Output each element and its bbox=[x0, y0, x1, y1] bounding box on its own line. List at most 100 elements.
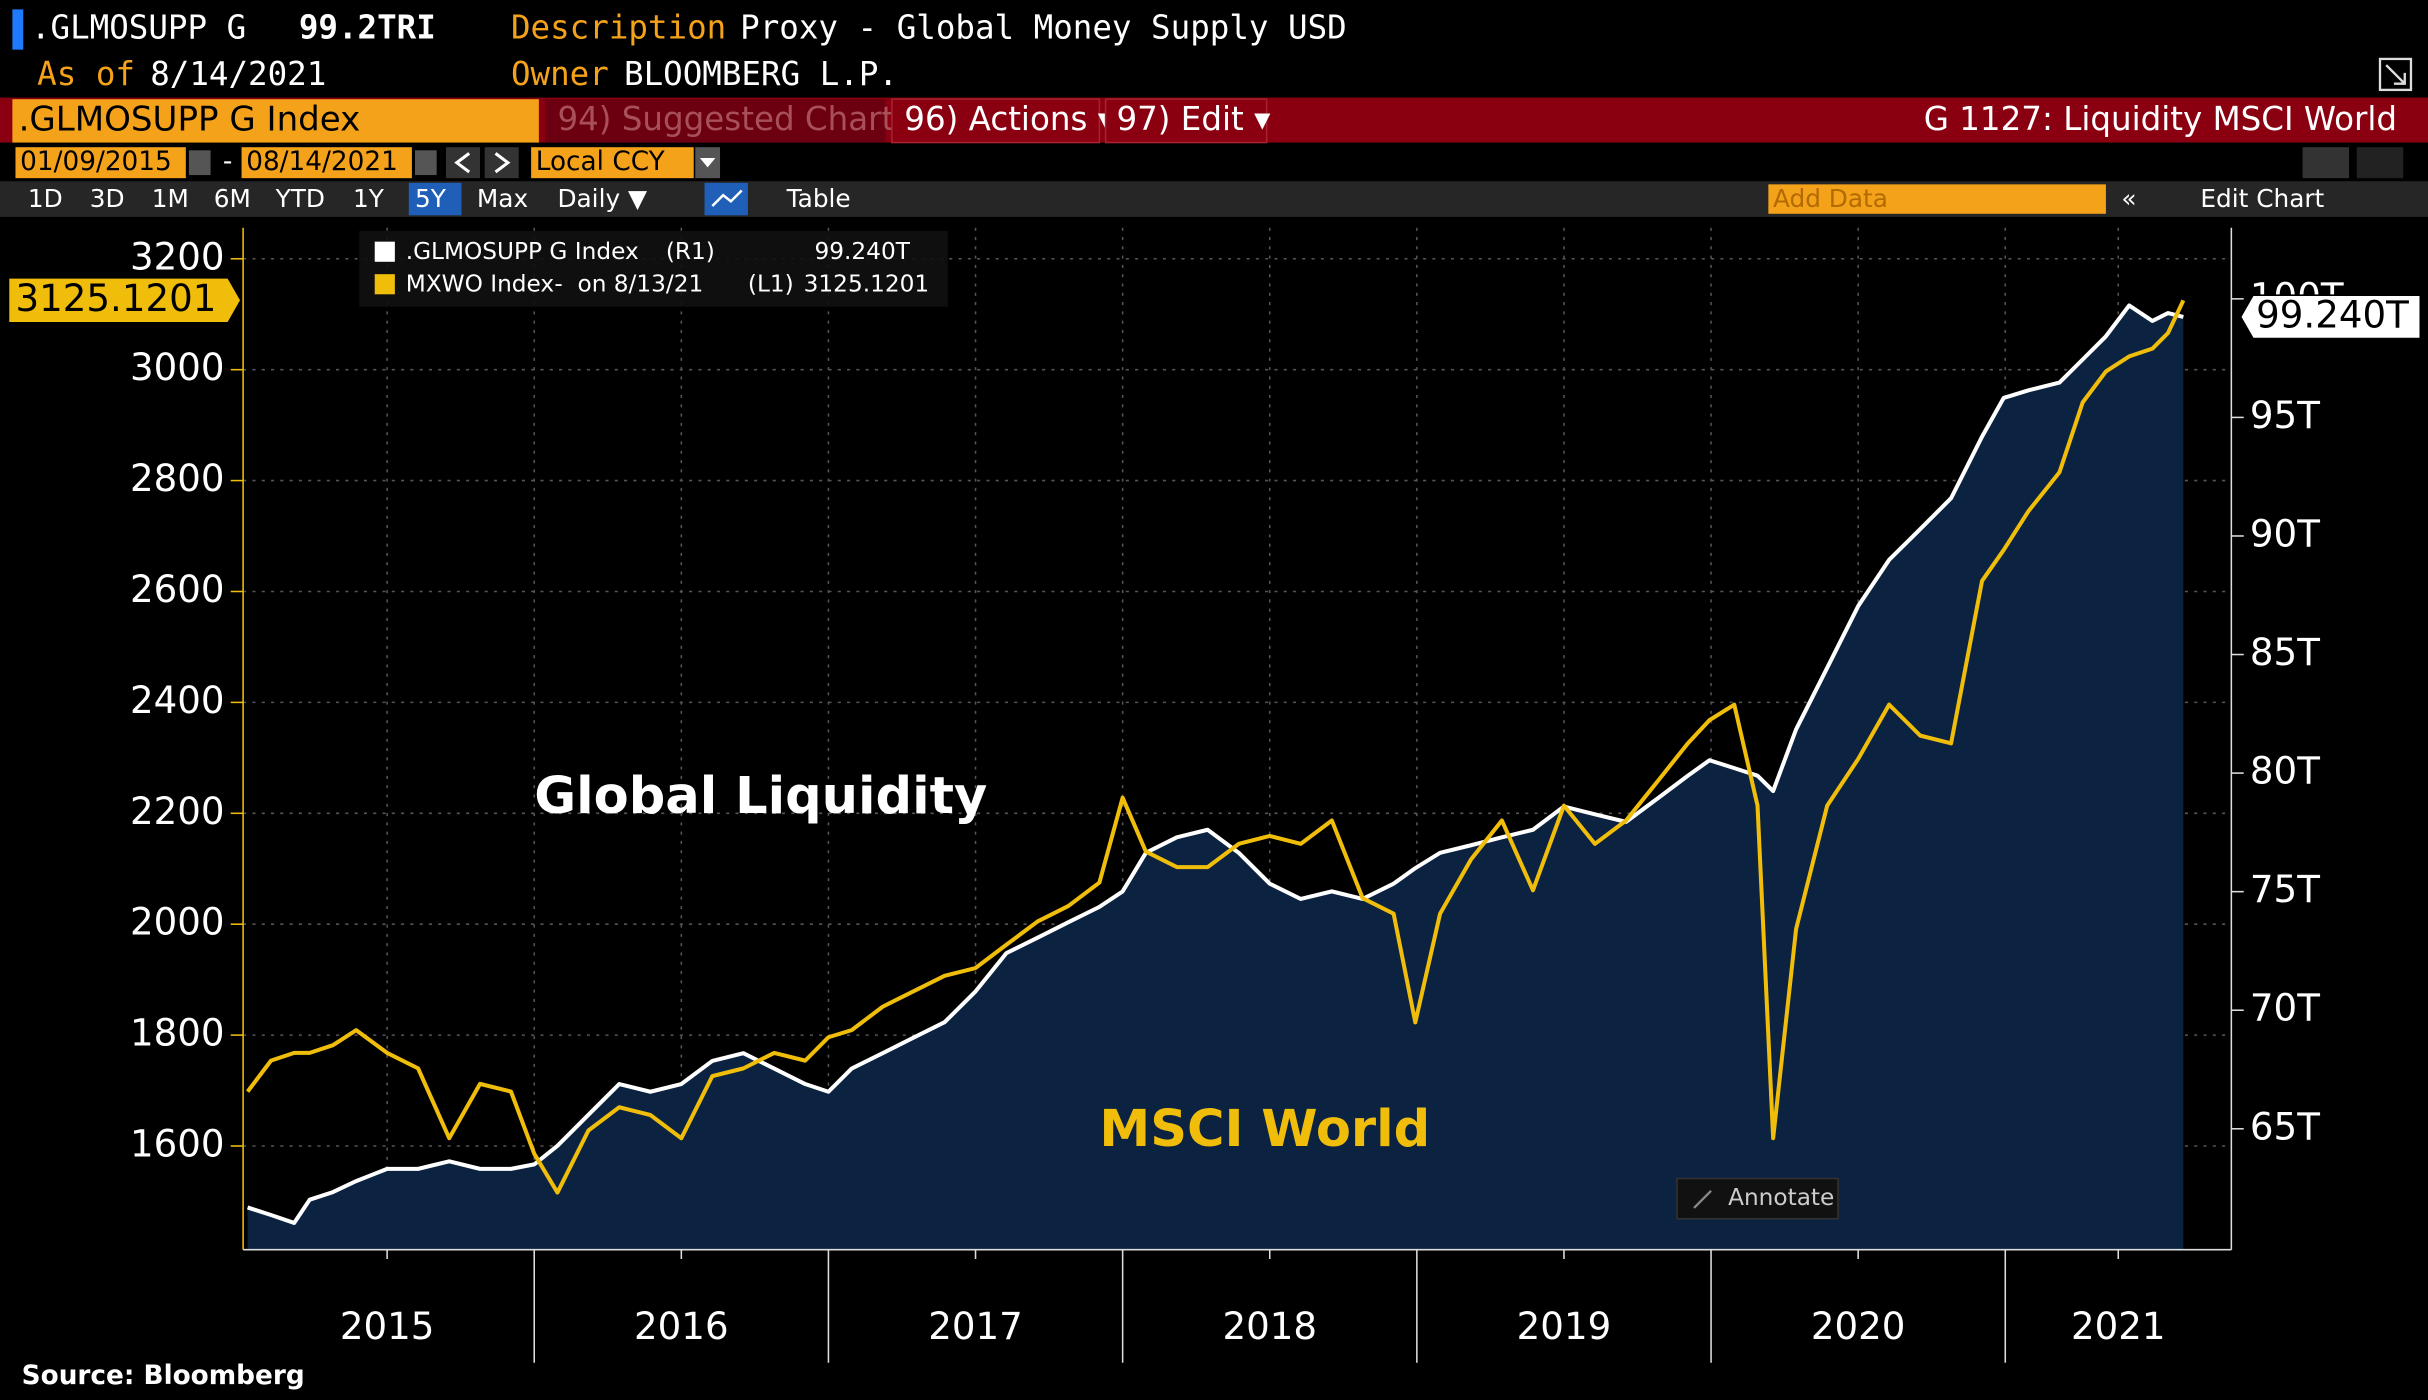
x-tick-label: 2021 bbox=[2071, 1305, 2166, 1348]
legend-last-value: 99.240T bbox=[814, 238, 910, 265]
annotation: Global Liquidity bbox=[534, 767, 987, 826]
legend-axis-tag: (R1) bbox=[666, 238, 715, 265]
dropdown-arrow bbox=[699, 158, 716, 168]
y2-tick-label: 65T bbox=[2250, 1105, 2320, 1148]
next-button[interactable] bbox=[484, 147, 519, 179]
security-field-text: .GLMOSUPP G Index bbox=[19, 99, 361, 139]
range-button[interactable]: YTD bbox=[275, 184, 325, 213]
y2-tick-label: 70T bbox=[2250, 987, 2320, 1030]
owner: BLOOMBERG L.P. bbox=[624, 55, 898, 93]
description-label: Description bbox=[511, 9, 726, 47]
range-button[interactable]: 6M bbox=[214, 184, 251, 213]
x-tick-label: 2017 bbox=[928, 1305, 1023, 1348]
ticker-value: 99.2TRI bbox=[299, 9, 436, 47]
series-area bbox=[247, 305, 2184, 1250]
add-data-placeholder: Add Data bbox=[1773, 184, 1888, 213]
popout-arrow bbox=[2385, 64, 2406, 85]
end-date: 08/14/2021 bbox=[246, 147, 398, 177]
ticker: .GLMOSUPP G bbox=[31, 9, 246, 47]
previous-button[interactable] bbox=[445, 147, 481, 179]
frequency-button[interactable]: Daily ▼ bbox=[557, 184, 647, 213]
currency-field[interactable] bbox=[531, 147, 694, 179]
range-button[interactable]: 5Y bbox=[415, 184, 447, 213]
popout-frame bbox=[2378, 57, 2413, 92]
edit-text: 97) Edit ▾ bbox=[1116, 100, 1271, 138]
last-value-label: 3125.1201 bbox=[15, 277, 216, 320]
edit-chart-button[interactable]: Edit Chart bbox=[2200, 184, 2324, 213]
last-value-tag bbox=[2239, 294, 2422, 340]
y-tick-label: 2800 bbox=[130, 457, 225, 500]
legend-last-value: 3125.1201 bbox=[804, 271, 930, 298]
annotate-icon bbox=[1693, 1190, 1712, 1209]
range-button[interactable]: 1D bbox=[28, 184, 63, 213]
actions-button[interactable] bbox=[891, 98, 1101, 144]
owner-label: Owner bbox=[511, 55, 609, 93]
legend-name: MXWO Index bbox=[406, 271, 554, 298]
undo-button[interactable] bbox=[2302, 147, 2350, 179]
x-tick-label: 2016 bbox=[634, 1305, 729, 1348]
date-separator: - bbox=[223, 147, 233, 177]
annotate-text: Annotate bbox=[1728, 1184, 1834, 1211]
start-date: 01/09/2015 bbox=[20, 147, 172, 177]
y-tick-label: 1800 bbox=[130, 1012, 225, 1055]
range-button[interactable]: 3D bbox=[90, 184, 125, 213]
y-tick-label: 2600 bbox=[130, 568, 225, 611]
y2-tick-label: 95T bbox=[2250, 394, 2320, 437]
edit-button[interactable] bbox=[1104, 98, 1268, 144]
x-tick-label: 2020 bbox=[1811, 1305, 1906, 1348]
currency: Local CCY bbox=[536, 147, 666, 177]
y-tick-label: 2000 bbox=[130, 901, 225, 944]
next-arrow bbox=[494, 152, 511, 174]
suggested-charts-text: 94) Suggested Charts bbox=[557, 100, 911, 138]
last-value-tag bbox=[9, 278, 241, 322]
y2-tick-label: 75T bbox=[2250, 868, 2320, 911]
description: Proxy - Global Money Supply USD bbox=[740, 9, 1347, 47]
source: Source: Bloomberg bbox=[22, 1361, 305, 1391]
y-tick-label: 1600 bbox=[130, 1123, 225, 1166]
series-line bbox=[245, 299, 2186, 1195]
actions-text: 96) Actions ▾ bbox=[904, 100, 1114, 138]
range-button[interactable]: 1Y bbox=[353, 184, 385, 213]
legend-swatch-0 bbox=[374, 241, 395, 262]
as-of-date: 8/14/2021 bbox=[150, 55, 326, 93]
x-tick-label: 2019 bbox=[1517, 1305, 1612, 1348]
y-tick-label: 2400 bbox=[130, 679, 225, 722]
plot: 1600 1800 2000 2200 2400 2600 2800 3000 3200 65T 7… bbox=[9, 227, 2422, 1363]
previous-arrow bbox=[454, 152, 471, 174]
range-button[interactable]: Max bbox=[477, 184, 528, 213]
add-data-field[interactable] bbox=[1768, 184, 2106, 214]
end-date-field[interactable] bbox=[241, 147, 412, 179]
legend-box bbox=[359, 230, 948, 307]
annotation: MSCI World bbox=[1099, 1100, 1430, 1159]
redo-button[interactable] bbox=[2356, 147, 2404, 179]
y-tick-label: 2200 bbox=[130, 790, 225, 833]
legend-name: .GLMOSUPP G Index bbox=[406, 238, 639, 265]
start-calendar[interactable] bbox=[188, 150, 211, 176]
suggested-charts-button[interactable] bbox=[545, 99, 886, 143]
y-tick-label: 3200 bbox=[130, 235, 225, 278]
x-tick-label: 2018 bbox=[1222, 1305, 1317, 1348]
table-button[interactable]: Table bbox=[786, 184, 851, 213]
range-button[interactable]: 1M bbox=[152, 184, 189, 213]
series-line bbox=[246, 303, 2184, 1225]
security-field[interactable] bbox=[12, 99, 539, 143]
end-calendar[interactable] bbox=[414, 150, 437, 176]
start-date-field[interactable] bbox=[15, 147, 186, 179]
security-marker bbox=[12, 9, 24, 50]
legend-date-note: - on 8/13/21 bbox=[554, 271, 703, 298]
legend-swatch-1 bbox=[374, 274, 395, 295]
collapse-button[interactable]: « bbox=[2121, 184, 2136, 213]
y2-tick-label: 85T bbox=[2250, 631, 2320, 674]
as-of-label: As of bbox=[37, 55, 135, 93]
chart-type-icon bbox=[711, 189, 743, 207]
legend-axis-tag: (L1) bbox=[748, 271, 794, 298]
popout-icon[interactable] bbox=[2378, 57, 2413, 92]
last-value-label: 99.240T bbox=[2256, 293, 2409, 336]
chart-title: G 1127: Liquidity MSCI World bbox=[1924, 100, 2397, 138]
y2-tick-label: 90T bbox=[2250, 512, 2320, 555]
x-tick-label: 2015 bbox=[340, 1305, 435, 1348]
y-tick-label: 3000 bbox=[130, 346, 225, 389]
range-selected bbox=[408, 182, 462, 216]
